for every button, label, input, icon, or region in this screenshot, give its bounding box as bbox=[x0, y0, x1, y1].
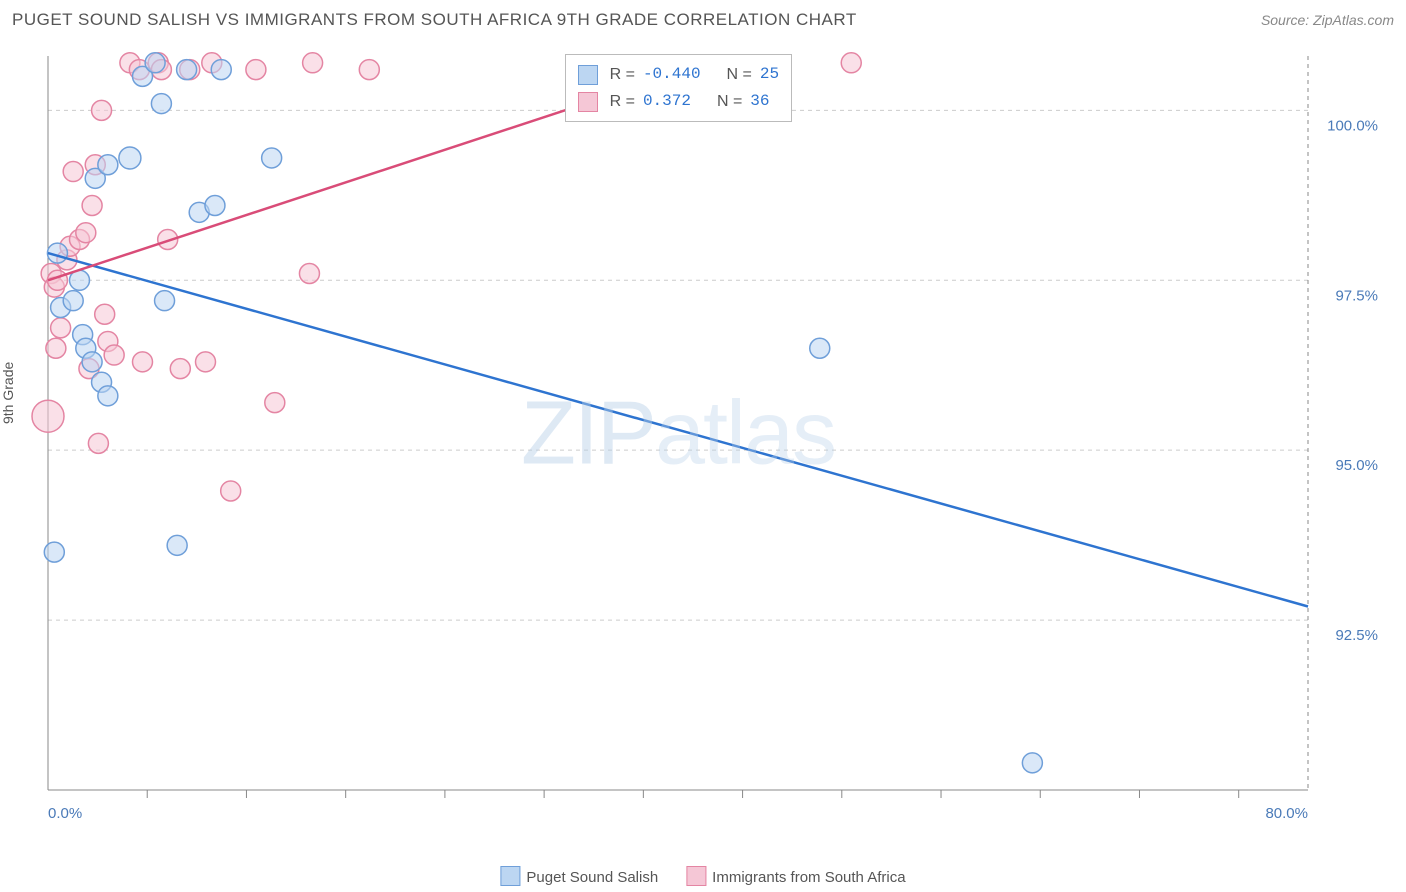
legend-bottom: Puget Sound Salish Immigrants from South … bbox=[500, 866, 905, 886]
stats-row: R = 0.372 N = 36 bbox=[578, 88, 780, 115]
scatter-point bbox=[104, 345, 124, 365]
scatter-point bbox=[92, 100, 112, 120]
chart-source: Source: ZipAtlas.com bbox=[1261, 12, 1394, 28]
y-tick-label: 97.5% bbox=[1335, 287, 1378, 304]
trend-line bbox=[48, 253, 1308, 606]
scatter-point bbox=[44, 542, 64, 562]
scatter-point bbox=[98, 386, 118, 406]
chart-title: PUGET SOUND SALISH VS IMMIGRANTS FROM SO… bbox=[12, 10, 857, 30]
y-tick-label: 92.5% bbox=[1335, 627, 1378, 644]
scatter-point bbox=[151, 94, 171, 114]
scatter-point bbox=[167, 535, 187, 555]
scatter-point bbox=[32, 400, 64, 432]
stats-n-label: N = bbox=[727, 61, 752, 88]
stats-r-label: R = bbox=[610, 88, 635, 115]
stats-row: R = -0.440 N = 25 bbox=[578, 61, 780, 88]
scatter-point bbox=[303, 53, 323, 73]
scatter-point bbox=[170, 359, 190, 379]
stats-r-label: R = bbox=[610, 61, 635, 88]
scatter-point bbox=[221, 481, 241, 501]
scatter-point bbox=[155, 291, 175, 311]
scatter-point bbox=[1022, 753, 1042, 773]
scatter-point bbox=[98, 155, 118, 175]
x-tick-label: 80.0% bbox=[1265, 805, 1308, 822]
scatter-point bbox=[63, 162, 83, 182]
stats-r-value: -0.440 bbox=[643, 61, 701, 88]
scatter-point bbox=[246, 60, 266, 80]
scatter-point bbox=[82, 352, 102, 372]
stats-n-value: 25 bbox=[760, 61, 779, 88]
chart-header: PUGET SOUND SALISH VS IMMIGRANTS FROM SO… bbox=[12, 10, 1394, 30]
scatter-point bbox=[133, 352, 153, 372]
chart-plot-area: ZIPatlas 0.0%80.0%92.5%95.0%97.5%100.0% bbox=[48, 48, 1308, 830]
scatter-point bbox=[88, 433, 108, 453]
scatter-chart-svg: 0.0%80.0%92.5%95.0%97.5%100.0% bbox=[48, 48, 1308, 830]
scatter-point bbox=[63, 291, 83, 311]
scatter-point bbox=[119, 147, 141, 169]
scatter-point bbox=[95, 304, 115, 324]
scatter-point bbox=[262, 148, 282, 168]
legend-swatch bbox=[686, 866, 706, 886]
scatter-point bbox=[177, 60, 197, 80]
scatter-point bbox=[196, 352, 216, 372]
y-tick-label: 100.0% bbox=[1327, 117, 1378, 134]
stats-swatch bbox=[578, 92, 598, 112]
scatter-point bbox=[46, 338, 66, 358]
scatter-point bbox=[265, 393, 285, 413]
scatter-point bbox=[145, 53, 165, 73]
legend-label: Puget Sound Salish bbox=[526, 869, 658, 886]
scatter-point bbox=[299, 263, 319, 283]
y-tick-label: 95.0% bbox=[1335, 457, 1378, 474]
scatter-point bbox=[205, 196, 225, 216]
scatter-point bbox=[841, 53, 861, 73]
stats-n-label: N = bbox=[717, 88, 742, 115]
scatter-point bbox=[51, 318, 71, 338]
scatter-point bbox=[359, 60, 379, 80]
stats-swatch bbox=[578, 65, 598, 85]
scatter-point bbox=[211, 60, 231, 80]
stats-n-value: 36 bbox=[750, 88, 769, 115]
legend-swatch bbox=[500, 866, 520, 886]
scatter-point bbox=[810, 338, 830, 358]
stats-r-value: 0.372 bbox=[643, 88, 691, 115]
y-axis-label: 9th Grade bbox=[0, 362, 16, 424]
legend-label: Immigrants from South Africa bbox=[712, 869, 905, 886]
scatter-point bbox=[76, 223, 96, 243]
correlation-stats-box: R =-0.440N =25R = 0.372N =36 bbox=[565, 54, 793, 122]
scatter-point bbox=[82, 196, 102, 216]
x-tick-label: 0.0% bbox=[48, 805, 82, 822]
legend-item: Puget Sound Salish bbox=[500, 866, 658, 886]
legend-item: Immigrants from South Africa bbox=[686, 866, 905, 886]
